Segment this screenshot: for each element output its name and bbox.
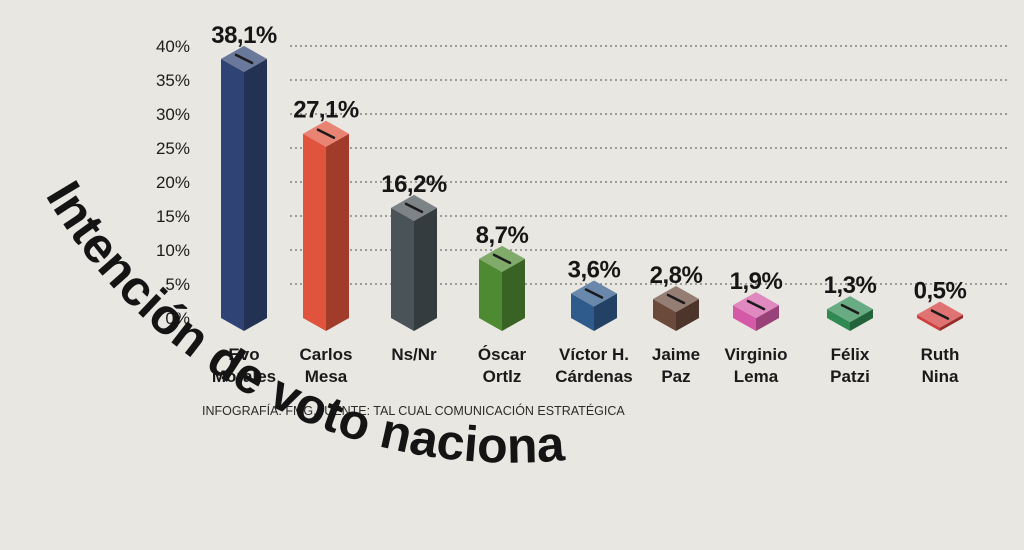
category-label-line: Patzi: [830, 367, 870, 386]
category-label-line: Carlos: [300, 345, 353, 364]
data-label: 27,1%: [293, 97, 359, 124]
bar-face-right: [756, 305, 779, 331]
data-label: 2,8%: [650, 262, 703, 289]
category-label-line: Paz: [661, 367, 690, 386]
ballot-slot: [930, 309, 950, 320]
ballot-slot: [666, 293, 686, 305]
category-label: Félix Patzi: [830, 345, 870, 386]
bar: [221, 45, 267, 332]
y-tick-label: 20%: [156, 173, 190, 192]
bar: [571, 280, 617, 331]
bar: [733, 292, 779, 331]
bar-face-left: [733, 305, 756, 331]
bar-face-right: [676, 298, 699, 331]
bar-face-right: [850, 309, 873, 331]
data-label: 1,9%: [730, 268, 783, 295]
ballot-slot: [492, 253, 512, 265]
bar-face-left: [303, 133, 326, 331]
category-label-line: Jaime: [652, 345, 700, 364]
y-tick-label: 10%: [156, 241, 190, 260]
category-label-line: Víctor H.: [559, 345, 629, 364]
y-tick-label: 30%: [156, 105, 190, 124]
bar-face-left: [571, 293, 594, 331]
category-label: Víctor H. Cárdenas: [555, 345, 632, 386]
y-tick-label: 15%: [156, 207, 190, 226]
y-axis: 0% 5% 10% 15% 20% 25% 30% 35% 40%: [156, 37, 190, 328]
data-label: 8,7%: [476, 222, 529, 249]
y-tick-label: 40%: [156, 37, 190, 56]
category-label: Ruth Nina: [921, 345, 960, 386]
data-label: 1,3%: [824, 272, 877, 299]
bar-face-right: [326, 133, 349, 331]
category-label-line: Óscar: [478, 345, 527, 364]
bar-face-left: [221, 58, 244, 332]
ballot-slot: [234, 53, 254, 65]
bar-face-right: [940, 314, 963, 331]
y-tick-label: 5%: [165, 275, 190, 294]
bar-face-left: [391, 207, 414, 331]
data-labels: 38,1% 27,1% 16,2% 8,7% 3,6% 2,8% 1,9% 1,3% 0,5%: [211, 22, 967, 305]
y-tick-label: 35%: [156, 71, 190, 90]
source-note: INFOGRAFÍA: FMG.FUENTE: TAL CUAL COMUNIC…: [202, 403, 625, 418]
bar: [917, 301, 963, 331]
category-label-line: Mesa: [305, 367, 348, 386]
ballot-slot: [316, 128, 336, 139]
data-label: 3,6%: [568, 257, 621, 284]
bar: [303, 120, 349, 331]
bar: [479, 245, 525, 331]
category-label: Ns/Nr: [391, 345, 437, 364]
category-label: Evo Morales: [212, 345, 276, 386]
category-label-line: Virginio: [725, 345, 788, 364]
category-label: Virginio Lema: [725, 345, 788, 386]
category-label-line: Ns/Nr: [391, 345, 437, 364]
category-label: Carlos Mesa: [300, 345, 353, 386]
ballot-slot: [584, 288, 604, 299]
data-label: 38,1%: [211, 22, 277, 49]
x-axis-categories: Evo Morales Carlos Mesa Ns/Nr Óscar Ortlz Vícto…: [212, 345, 959, 386]
data-label: 0,5%: [914, 278, 967, 305]
bar: [827, 296, 873, 331]
category-label: Óscar Ortlz: [478, 345, 527, 386]
ballot-slot: [404, 202, 424, 214]
ballot-slot: [746, 299, 766, 311]
data-label: 16,2%: [381, 171, 447, 198]
category-label-line: Cárdenas: [555, 367, 632, 386]
bar-face-right: [502, 258, 525, 331]
category-label-line: Morales: [212, 367, 276, 386]
bar-face-left: [653, 298, 676, 331]
ballot-slot: [840, 303, 860, 315]
category-label-line: Nina: [922, 367, 959, 386]
category-label-line: Félix: [831, 345, 870, 364]
category-label: Jaime Paz: [652, 345, 700, 386]
bars: [221, 45, 963, 332]
category-label-line: Ortlz: [483, 367, 522, 386]
y-tick-label: 25%: [156, 139, 190, 158]
bar-face-left: [827, 309, 850, 331]
bar-face-right: [244, 58, 267, 332]
category-label-line: Evo: [228, 345, 259, 364]
bar-face-left: [479, 258, 502, 331]
bar-face-right: [414, 207, 437, 331]
bar-face-left: [917, 314, 940, 331]
category-label-line: Ruth: [921, 345, 960, 364]
bar: [391, 194, 437, 331]
bar: [653, 285, 699, 331]
bar-face-right: [594, 293, 617, 331]
category-label-line: Lema: [734, 367, 779, 386]
y-tick-label: 0%: [165, 309, 190, 328]
